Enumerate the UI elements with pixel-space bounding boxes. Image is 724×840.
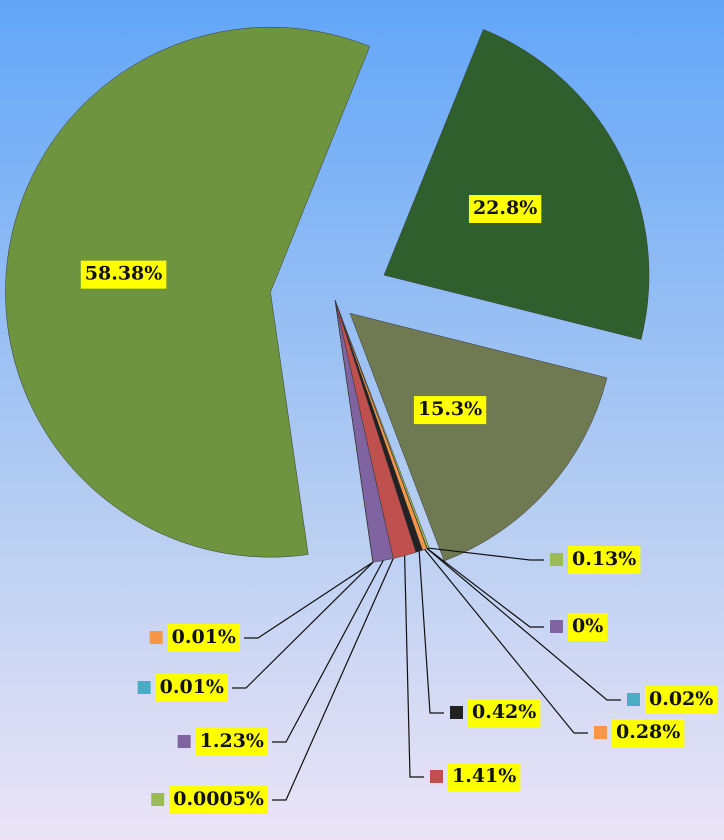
legend-key [550,620,563,633]
pie-slice [383,29,650,340]
value-label: 0.42% [472,701,536,723]
label-bg [169,786,268,814]
value-label: 1.23% [200,730,264,752]
leader-line [244,561,374,639]
data-label: 0.13% [550,546,641,574]
label-bg [448,763,521,791]
value-label: 0.0005% [173,788,264,810]
legend-key [550,553,563,566]
leader-line [418,551,444,714]
label-bg [468,699,541,727]
label-bg [568,613,608,641]
legend-key [177,735,191,748]
data-label: 0.01% [149,624,240,652]
label-bg [167,624,240,652]
data-label: 15.3% [395,396,487,425]
leader-line [272,560,384,743]
legend-key [430,770,443,783]
data-label: 58.38% [62,260,167,289]
data-label: 1.23% [177,728,268,756]
data-label: 0.42% [450,699,541,727]
legend-key [137,681,151,694]
data-label: 0.28% [594,719,685,747]
data-label: 0.01% [137,674,228,702]
label-bg [80,260,167,289]
label-bg [155,674,228,702]
legend-key [395,403,409,417]
leader-line [426,548,621,701]
label-bg [568,546,641,574]
data-label: 0% [550,613,608,641]
leader-line [428,547,544,561]
pie-slice [349,312,608,562]
leader-line [232,561,374,689]
value-label: 58.38% [85,263,163,285]
legend-key [594,726,607,739]
label-bg [645,686,718,714]
label-bg [468,194,542,223]
leader-line [404,555,424,778]
data-label: 0.0005% [151,786,268,814]
label-bg [413,396,487,425]
data-label: 0.02% [627,686,718,714]
legend-key [62,267,76,281]
legend-key [450,201,464,215]
leader-line [426,547,544,628]
data-label: 1.41% [430,763,521,791]
leader-line [272,558,394,801]
leader-line [424,548,588,734]
legend-key [450,706,463,719]
label-bg [195,728,268,756]
value-label: 1.41% [452,765,516,787]
data-label: 22.8% [450,194,542,223]
legend-key [627,693,640,706]
pie-slice [5,27,371,558]
legend-key [151,793,165,806]
value-label: 0.01% [172,626,236,648]
label-bg [612,719,685,747]
value-label: 0.01% [160,676,224,698]
value-label: 0.28% [616,721,680,743]
value-label: 15.3% [418,398,482,420]
legend-key [149,631,163,644]
value-label: 22.8% [473,197,537,219]
value-label: 0.13% [572,548,636,570]
value-label: 0% [572,615,603,637]
value-label: 0.02% [649,688,713,710]
